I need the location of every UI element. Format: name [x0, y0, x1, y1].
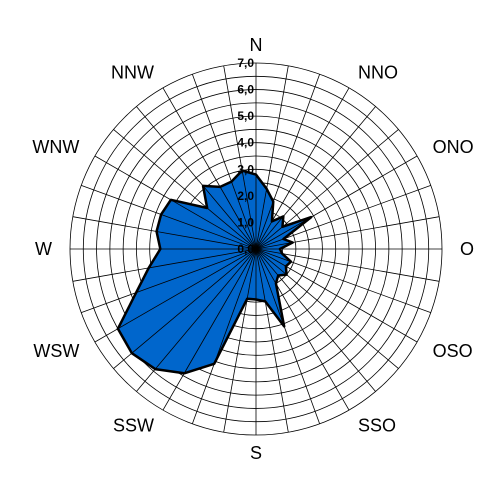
grid-ring: [122, 115, 390, 383]
rose-sector-line: [136, 248, 257, 293]
rose-sector-line: [160, 214, 257, 250]
grid-ring: [136, 129, 376, 369]
r-tick-label: 5,0: [237, 109, 254, 123]
rose-sector-line: [117, 248, 257, 330]
direction-label: S: [250, 443, 262, 463]
grid-ring: [82, 75, 430, 423]
direction-label: WSW: [33, 341, 79, 361]
radial-tick-labels: 0,0 1,0 2,0 3,0 4,0 5,0 6,0 7,0: [237, 56, 254, 256]
direction-label: ONO: [433, 137, 474, 157]
direction-labels: N NNO ONO O OSO SSO S SSW WSW W WNW NNW: [32, 35, 474, 463]
rose-area-layer: [116, 169, 313, 375]
direction-label: SSW: [113, 416, 154, 436]
rose-sector-line: [241, 170, 257, 250]
grid-ring: [109, 102, 403, 396]
rose-sector-line: [255, 216, 312, 250]
direction-label: WNW: [32, 137, 79, 157]
rose-sector-line: [156, 231, 257, 250]
r-tick-label: 4,0: [237, 136, 254, 150]
rose-sector-line: [246, 248, 257, 299]
direction-label: OSO: [433, 341, 473, 361]
rose-sector-line: [255, 248, 279, 276]
rose-sector-line: [148, 248, 257, 269]
grid-ring: [149, 142, 363, 356]
rose-sector-line: [213, 248, 257, 364]
rose-sector-line: [154, 248, 257, 370]
direction-label: W: [35, 239, 52, 259]
r-tick-label: 3,0: [237, 162, 254, 176]
rose-sector-line: [231, 181, 257, 250]
rose-sector-line: [255, 248, 287, 275]
grid-ring: [69, 62, 443, 436]
direction-label: NNW: [111, 62, 154, 82]
rose-sector-line: [255, 248, 283, 255]
r-tick-label: 0,0: [237, 242, 254, 256]
rose-sector-line: [255, 242, 293, 250]
rose-sector-line: [255, 248, 292, 263]
direction-label: N: [250, 35, 263, 55]
rose-sector-line: [219, 186, 257, 250]
r-tick-label: 6,0: [237, 83, 254, 97]
rose-sector-line: [255, 201, 274, 250]
rose-sector-line: [202, 185, 257, 250]
rose-sector-line: [255, 221, 273, 250]
r-tick-label: 7,0: [237, 56, 254, 70]
direction-label: SSO: [358, 416, 396, 436]
rose-sector-line: [183, 248, 257, 374]
direction-label: O: [460, 239, 474, 259]
rose-sector-line: [255, 248, 285, 327]
direction-label: NNO: [358, 62, 398, 82]
r-tick-label: 2,0: [237, 189, 254, 203]
rose-sector-line: [206, 207, 257, 250]
rose-sector-line: [255, 248, 287, 267]
rose-sector-line: [255, 216, 284, 250]
rose-sector-line: [255, 188, 268, 250]
rose-sector-line: [255, 248, 277, 284]
rose-sector-line: [131, 248, 257, 354]
rose-sector-line: [170, 199, 257, 250]
rose-sector-line: [255, 248, 266, 302]
rose-sector-line: [255, 238, 284, 250]
r-tick-label: 1,0: [237, 215, 254, 229]
grid-ring: [96, 89, 416, 409]
rose-sector-line: [255, 226, 283, 250]
